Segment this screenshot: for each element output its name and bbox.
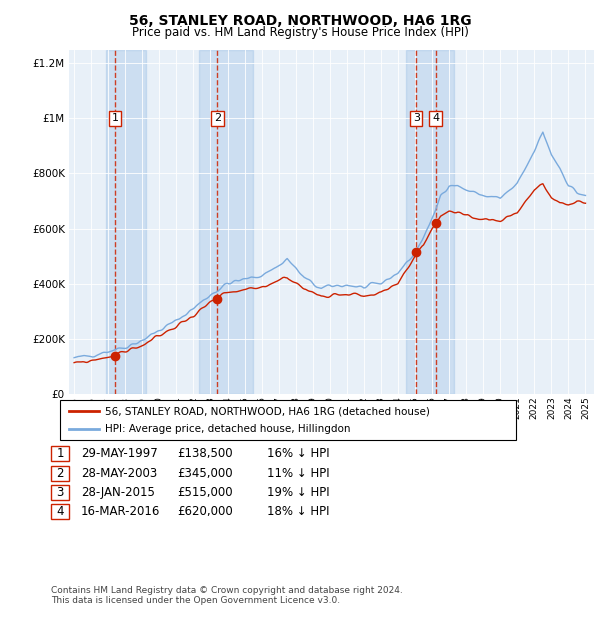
Text: 4: 4	[432, 113, 439, 123]
Bar	[106, 50, 146, 394]
Text: Price paid vs. HM Land Registry's House Price Index (HPI): Price paid vs. HM Land Registry's House …	[131, 26, 469, 39]
Text: £620,000: £620,000	[177, 505, 233, 518]
Bar	[406, 50, 454, 394]
Text: Contains HM Land Registry data © Crown copyright and database right 2024.
This d: Contains HM Land Registry data © Crown c…	[51, 586, 403, 605]
Text: 3: 3	[56, 486, 64, 498]
Text: 28-MAY-2003: 28-MAY-2003	[81, 467, 157, 479]
Text: 11% ↓ HPI: 11% ↓ HPI	[267, 467, 329, 479]
Text: 29-MAY-1997: 29-MAY-1997	[81, 448, 158, 460]
Text: HPI: Average price, detached house, Hillingdon: HPI: Average price, detached house, Hill…	[105, 424, 350, 434]
Text: 18% ↓ HPI: 18% ↓ HPI	[267, 505, 329, 518]
Text: 19% ↓ HPI: 19% ↓ HPI	[267, 486, 329, 498]
Text: 28-JAN-2015: 28-JAN-2015	[81, 486, 155, 498]
Text: 1: 1	[56, 448, 64, 460]
Text: 56, STANLEY ROAD, NORTHWOOD, HA6 1RG (detached house): 56, STANLEY ROAD, NORTHWOOD, HA6 1RG (de…	[105, 406, 430, 416]
Bar	[199, 50, 253, 394]
Text: 16% ↓ HPI: 16% ↓ HPI	[267, 448, 329, 460]
Text: 3: 3	[413, 113, 420, 123]
Text: 16-MAR-2016: 16-MAR-2016	[81, 505, 160, 518]
Text: £345,000: £345,000	[177, 467, 233, 479]
Text: 2: 2	[56, 467, 64, 479]
Text: £138,500: £138,500	[177, 448, 233, 460]
Text: 4: 4	[56, 505, 64, 518]
Text: 1: 1	[112, 113, 119, 123]
Text: 56, STANLEY ROAD, NORTHWOOD, HA6 1RG: 56, STANLEY ROAD, NORTHWOOD, HA6 1RG	[128, 14, 472, 28]
Text: 2: 2	[214, 113, 221, 123]
Text: £515,000: £515,000	[177, 486, 233, 498]
